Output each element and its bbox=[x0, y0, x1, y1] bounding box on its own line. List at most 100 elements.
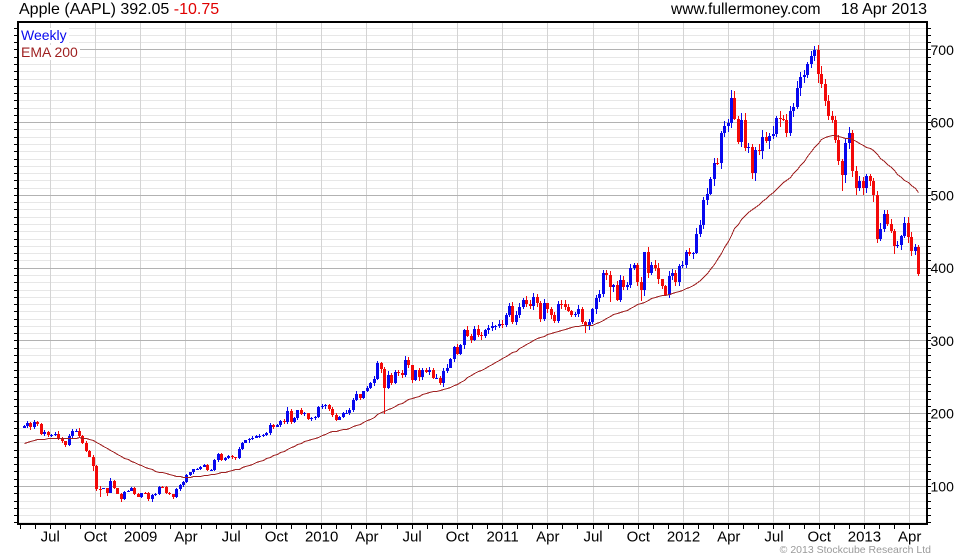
candle bbox=[196, 468, 199, 470]
candle-body bbox=[338, 417, 341, 420]
candle bbox=[806, 62, 809, 78]
candle bbox=[782, 115, 785, 121]
candle-body bbox=[886, 214, 889, 224]
candle-body bbox=[820, 74, 823, 84]
candle bbox=[581, 307, 584, 324]
candle-body bbox=[238, 449, 241, 458]
candle-body bbox=[796, 88, 799, 107]
candle-body bbox=[373, 379, 376, 383]
candle bbox=[893, 229, 896, 254]
candle-body bbox=[903, 223, 906, 236]
candle-body bbox=[224, 458, 227, 460]
candle bbox=[525, 296, 528, 307]
candle bbox=[394, 370, 397, 384]
candle bbox=[688, 248, 691, 256]
candle bbox=[331, 407, 334, 417]
candle-body bbox=[612, 285, 615, 287]
candle-body bbox=[407, 360, 410, 365]
candle-body bbox=[276, 425, 279, 427]
candle bbox=[636, 263, 639, 286]
candle bbox=[234, 457, 237, 460]
candle-body bbox=[879, 229, 882, 239]
candle-body bbox=[890, 224, 893, 231]
candle bbox=[449, 358, 452, 368]
candle-body bbox=[113, 481, 116, 488]
candle bbox=[179, 484, 182, 491]
candle-body bbox=[862, 181, 865, 188]
candle-body bbox=[137, 494, 140, 497]
candle-body bbox=[432, 370, 435, 378]
candle-body bbox=[657, 268, 660, 279]
candle bbox=[532, 293, 535, 310]
candle bbox=[380, 362, 383, 373]
axis-labels: Jul Oct 2009 Apr Jul Oct 2010 Apr Jul Oct 2011 Apr J… bbox=[41, 42, 954, 546]
candle bbox=[290, 409, 293, 424]
candle-body bbox=[241, 443, 244, 449]
candle-body bbox=[494, 326, 497, 327]
candle-body bbox=[102, 488, 105, 489]
candle-body bbox=[217, 454, 220, 460]
candle bbox=[553, 312, 556, 323]
candle-body bbox=[511, 306, 514, 322]
candle bbox=[654, 260, 657, 271]
candle bbox=[238, 447, 241, 459]
ema-line bbox=[24, 135, 919, 478]
candle-body bbox=[310, 418, 313, 419]
candle bbox=[754, 147, 757, 181]
candle-body bbox=[508, 306, 511, 315]
candle-body bbox=[446, 368, 449, 371]
candle-body bbox=[286, 411, 289, 422]
instrument-and-price: Apple (AAPL) 392.05 bbox=[19, 1, 170, 18]
candle-body bbox=[692, 253, 695, 254]
candle-body bbox=[61, 439, 64, 441]
candle bbox=[900, 235, 903, 250]
candle-body bbox=[872, 181, 875, 195]
candle-body bbox=[421, 370, 424, 377]
candle-body bbox=[272, 425, 275, 427]
candle bbox=[886, 210, 889, 226]
candle-body bbox=[484, 330, 487, 336]
candle-body bbox=[78, 431, 81, 436]
candle-body bbox=[598, 294, 601, 298]
candle bbox=[588, 319, 591, 330]
candle-body bbox=[81, 436, 84, 443]
candle bbox=[779, 111, 782, 127]
candle-wick bbox=[759, 144, 760, 155]
candle-wick bbox=[346, 410, 347, 414]
candle-body bbox=[390, 375, 393, 383]
candle-body bbox=[626, 285, 629, 287]
x-axis-label: Oct bbox=[446, 529, 470, 546]
x-axis-label: 2009 bbox=[124, 529, 157, 546]
candle bbox=[61, 437, 64, 443]
candle bbox=[713, 158, 716, 186]
candle bbox=[529, 300, 532, 309]
candle-body bbox=[199, 467, 202, 469]
candle-body bbox=[536, 297, 539, 303]
candle-body bbox=[858, 181, 861, 188]
candle bbox=[494, 325, 497, 330]
candle bbox=[622, 276, 625, 290]
candle bbox=[442, 368, 445, 387]
candle bbox=[650, 262, 653, 275]
candle-wick bbox=[384, 367, 385, 414]
candle bbox=[681, 261, 684, 268]
candle bbox=[456, 344, 459, 355]
candle bbox=[192, 469, 195, 474]
candle bbox=[595, 295, 598, 314]
candle-body bbox=[380, 363, 383, 369]
candle bbox=[907, 217, 910, 243]
candle bbox=[813, 46, 816, 61]
candle bbox=[231, 455, 234, 459]
candle-body bbox=[36, 422, 39, 424]
candle bbox=[251, 436, 254, 440]
candle-body bbox=[806, 64, 809, 75]
candle bbox=[421, 368, 424, 380]
candle bbox=[536, 294, 539, 307]
candle bbox=[480, 332, 483, 340]
candle bbox=[182, 481, 185, 487]
candle bbox=[102, 488, 105, 489]
candle-body bbox=[172, 494, 175, 497]
candle-body bbox=[785, 120, 788, 133]
candle-body bbox=[387, 375, 390, 388]
candle bbox=[54, 432, 57, 436]
